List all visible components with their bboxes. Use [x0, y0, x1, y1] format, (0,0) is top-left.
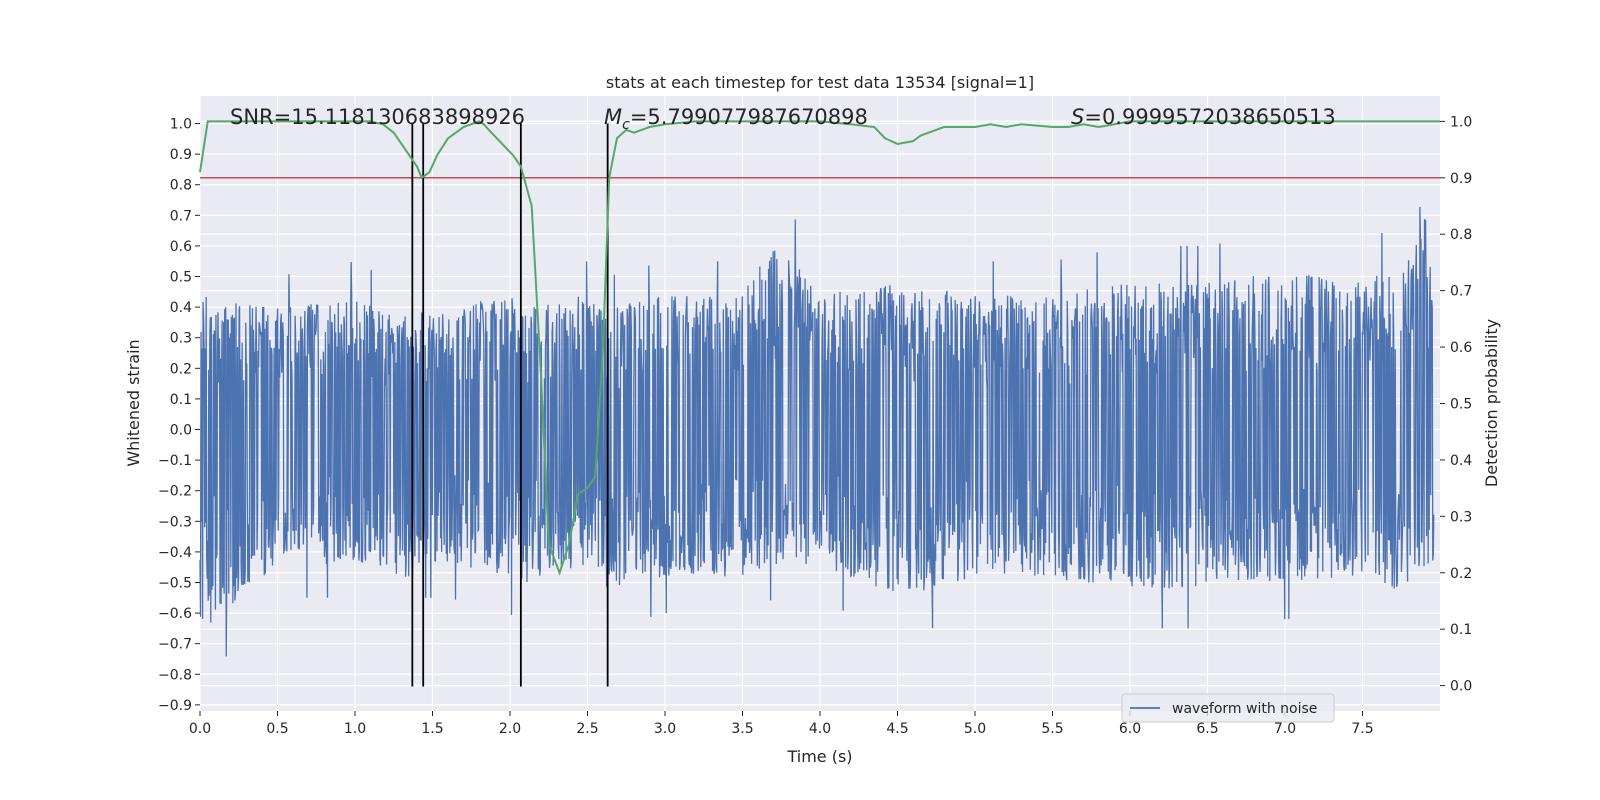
x-tick-label: 1.5 [421, 721, 443, 737]
probability-series [199, 120, 1440, 576]
x-tick-label: 5.5 [1041, 721, 1063, 737]
y-tick-label: 0.1 [170, 392, 192, 408]
y-tick-label: −0.5 [158, 575, 192, 591]
y-tick-label: 0.9 [170, 147, 192, 163]
score-symbol: S [1071, 105, 1084, 129]
y-axis-label: Whitened strain [124, 339, 143, 466]
y2-tick-label: 0.5 [1450, 397, 1472, 413]
y2-axis-label: Detection probability [1482, 319, 1501, 487]
y2-tick-label: 0.3 [1450, 509, 1472, 525]
x-tick-label: 1.0 [344, 721, 366, 737]
x-tick-label: 7.0 [1274, 721, 1296, 737]
y2-axis-ticks: 1.0 0.9 0.8 0.7 0.6 0.5 0.4 0.3 0.2 0.1 0.0 [1440, 114, 1472, 695]
y-tick-label: 0.5 [170, 270, 192, 286]
y-tick-label: −0.7 [158, 637, 192, 653]
x-axis-ticks: 0.0 0.5 1.0 1.5 2.0 2.5 3.0 3.5 4.0 4.5 5.0 5.5 6.0 6… [189, 711, 1374, 737]
chirp-mass-symbol: M [604, 105, 622, 129]
x-tick-label: 0.0 [189, 721, 211, 737]
y2-tick-label: 0.4 [1450, 453, 1472, 469]
x-axis-label: Time (s) [786, 747, 852, 766]
chart-title: stats at each timestep for test data 135… [606, 73, 1034, 92]
x-tick-label: 0.5 [266, 721, 288, 737]
x-tick-label: 4.0 [809, 721, 831, 737]
x-tick-label: 4.5 [886, 721, 908, 737]
waveform-series [199, 206, 1435, 657]
y2-tick-label: 0.9 [1450, 171, 1472, 187]
y-tick-label: −0.6 [158, 606, 192, 622]
y-tick-label: 0.0 [170, 423, 192, 439]
chirp-mass-subscript: c [622, 117, 630, 133]
y-tick-label: −0.2 [158, 484, 192, 500]
y2-tick-label: 0.1 [1450, 622, 1472, 638]
x-tick-label: 3.0 [654, 721, 676, 737]
y2-tick-label: 0.7 [1450, 284, 1472, 300]
y-tick-label: 0.2 [170, 361, 192, 377]
legend: waveform with noise [1121, 693, 1335, 723]
x-tick-label: 5.0 [964, 721, 986, 737]
x-tick-label: 2.5 [576, 721, 598, 737]
y2-tick-label: 0.6 [1450, 340, 1472, 356]
x-tick-label: 3.5 [731, 721, 753, 737]
score-value: =0.9999572038650513 [1084, 105, 1335, 129]
y-tick-label: 0.4 [170, 300, 192, 316]
y-tick-label: 0.8 [170, 178, 192, 194]
y-axis-ticks: 1.0 0.9 0.8 0.7 0.6 0.5 0.4 0.3 0.2 0.1 0.0 −0.1 −0.… [158, 117, 200, 714]
y2-tick-label: 0.2 [1450, 566, 1472, 582]
y2-tick-label: 0.0 [1450, 679, 1472, 695]
detection-probability-line [199, 120, 1440, 576]
y-tick-label: −0.1 [158, 453, 192, 469]
y-tick-label: −0.3 [158, 514, 192, 530]
y-tick-label: 0.6 [170, 239, 192, 255]
waveform-line [199, 206, 1435, 657]
y-tick-label: 1.0 [170, 117, 192, 133]
y2-tick-label: 0.8 [1450, 227, 1472, 243]
legend-box [1121, 693, 1335, 723]
chirp-mass-annotation: Mc=5.799077987670898 [604, 105, 868, 133]
y-tick-label: −0.4 [158, 545, 192, 561]
y-tick-label: −0.9 [158, 698, 192, 714]
x-tick-label: 2.0 [499, 721, 521, 737]
x-tick-label: 6.0 [1119, 721, 1141, 737]
y-tick-label: 0.3 [170, 331, 192, 347]
x-tick-label: 6.5 [1196, 721, 1218, 737]
y2-tick-label: 1.0 [1450, 114, 1472, 130]
y-tick-label: 0.7 [170, 208, 192, 224]
snr-annotation: SNR=15.118130683898926 [230, 105, 525, 129]
x-tick-label: 7.5 [1351, 721, 1373, 737]
chirp-mass-value: =5.799077987670898 [630, 105, 868, 129]
y-tick-label: −0.8 [158, 667, 192, 683]
score-annotation: S=0.9999572038650513 [1071, 105, 1336, 129]
legend-label-waveform: waveform with noise [1172, 701, 1317, 717]
